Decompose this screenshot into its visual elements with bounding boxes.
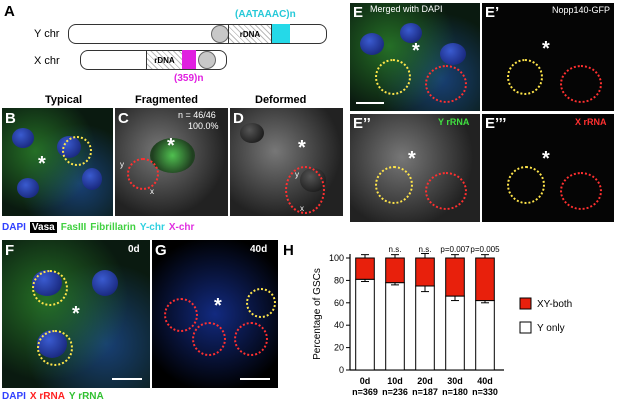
y-repeat-block: [272, 24, 290, 43]
panel-e2-label: Y rRNA: [438, 117, 470, 127]
panel-g-image: *: [152, 240, 278, 388]
panel-b-letter: B: [5, 110, 16, 127]
x-n-label: n=369: [352, 387, 378, 397]
panel-c-count: n = 46/46: [178, 110, 216, 120]
panel-h-chart: 0 20 40 60 80 100 Percentage of GSCs 0dn=369 n.s…: [312, 245, 572, 397]
bar-y-only: [475, 300, 495, 371]
panel-d-letter: D: [233, 110, 244, 127]
x-tick-label: 10d: [387, 376, 403, 386]
legend-swatch-y-only: [519, 321, 532, 334]
legend-fg-xrrna: X rRNA: [29, 391, 65, 402]
panel-b-title: Typical: [45, 94, 83, 106]
legend-dapi: DAPI: [2, 222, 26, 233]
y-tick-label: 80: [334, 275, 344, 285]
x-n-label: n=330: [472, 387, 498, 397]
panel-e1-label: Nopp140-GFP: [552, 5, 611, 15]
y-centromere: [211, 25, 229, 43]
panel-e-letter: E: [353, 4, 364, 21]
x-n-label: n=187: [412, 387, 438, 397]
x-rdna-block: rDNA: [146, 50, 183, 70]
panel-g-letter: G: [155, 242, 167, 259]
x-tick-label: 0d: [360, 376, 371, 386]
panel-e2-image: *: [350, 114, 480, 222]
panel-d-title: Deformed: [255, 94, 307, 106]
panel-e-image: *: [350, 3, 480, 111]
y-axis-label: Percentage of GSCs: [312, 268, 323, 360]
legend-swatch-xy-both: [519, 297, 532, 310]
panel-b-image: *: [2, 108, 113, 216]
bar-xy-both: [415, 257, 435, 287]
panel-c-percent: 100.0%: [188, 121, 219, 131]
y-tick-label: 40: [334, 320, 344, 330]
y-repeat-label: (AATAAAC)n: [235, 9, 296, 20]
x-chr-label: X chr: [34, 55, 60, 67]
bar-y-only: [445, 295, 465, 371]
y-tick-label: 20: [334, 343, 344, 353]
legend-vasa: Vasa: [29, 222, 57, 233]
significance-label: n.s.: [389, 245, 402, 254]
x-tick-label: 30d: [447, 376, 463, 386]
panel-a-letter: A: [4, 3, 15, 20]
legend-fasiii: FasIII: [60, 222, 87, 233]
panel-h-letter: H: [283, 242, 294, 259]
significance-label: p=0.005: [470, 245, 500, 254]
panel-d-x-mark: x: [300, 204, 304, 213]
legend-bd: DAPI Vasa FasIII Fibrillarin Y-chr X-chr: [2, 222, 198, 233]
panel-c-title: Fragmented: [135, 94, 198, 106]
panel-d-image: *: [230, 108, 343, 216]
y-tick-label: 0: [339, 365, 344, 375]
panel-c-x-mark: x: [150, 187, 154, 196]
bar-y-only: [415, 285, 435, 371]
significance-label: n.s.: [419, 245, 432, 254]
x-n-label: n=180: [442, 387, 468, 397]
y-tick-label: 60: [334, 298, 344, 308]
panel-e1-letter: E’: [485, 4, 500, 21]
panel-f-day: 0d: [128, 244, 140, 255]
bar-y-only: [385, 282, 405, 371]
x-n-label: n=236: [382, 387, 408, 397]
panel-g-day: 40d: [250, 244, 268, 255]
y-chr-label: Y chr: [34, 28, 60, 40]
legend-label-y-only: Y only: [537, 323, 565, 334]
panel-f-letter: F: [5, 242, 15, 259]
bar-y-only: [355, 278, 375, 371]
panel-c-image: *: [115, 108, 228, 216]
y-tick-label: 100: [329, 253, 344, 263]
legend-fg-yrrna: Y rRNA: [68, 391, 104, 402]
x-tick-label: 20d: [417, 376, 433, 386]
panel-e3-label: X rRNA: [575, 117, 607, 127]
bar-xy-both: [445, 257, 465, 297]
x-tick-label: 40d: [477, 376, 493, 386]
legend-label-xy-both: XY-both: [537, 299, 572, 310]
panel-e2-letter: E’’: [353, 115, 371, 132]
x-repeat-block: [182, 50, 196, 69]
legend-fg-dapi: DAPI: [2, 391, 26, 402]
panel-c-letter: C: [118, 110, 129, 127]
x-centromere: [198, 51, 216, 69]
panel-e3-letter: E’’’: [485, 115, 507, 132]
legend-fg: DAPI X rRNA Y rRNA: [2, 391, 108, 402]
panel-e3-image: *: [482, 114, 614, 222]
panel-e1-image: *: [482, 3, 614, 111]
y-rdna-block: rDNA: [228, 24, 272, 44]
bar-xy-both: [385, 257, 405, 284]
bar-xy-both: [475, 257, 495, 302]
panel-c-y-mark: y: [120, 160, 124, 169]
bar-xy-both: [355, 257, 375, 280]
legend-ychr: Y-chr: [139, 222, 165, 233]
x-repeat-label: (359)n: [174, 73, 204, 84]
significance-label: p=0.007: [440, 245, 470, 254]
legend-fibrillarin: Fibrillarin: [90, 222, 136, 233]
panel-d-y-mark: y: [295, 170, 299, 179]
panel-e-label: Merged with DAPI: [370, 4, 443, 14]
panel-f-image: *: [2, 240, 150, 388]
legend-xchr: X-chr: [168, 222, 195, 233]
